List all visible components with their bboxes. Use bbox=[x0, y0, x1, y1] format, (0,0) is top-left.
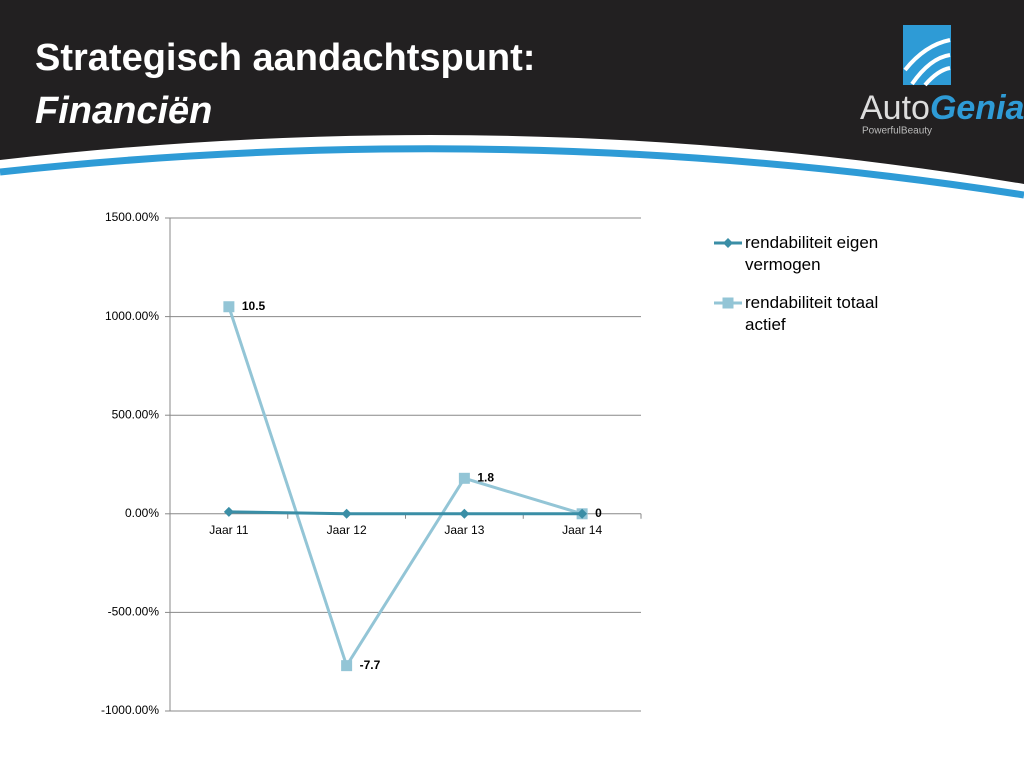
header-stripe bbox=[0, 139, 1024, 192]
y-tick-label: -1000.00% bbox=[101, 703, 159, 717]
header-band bbox=[0, 0, 1024, 184]
marker bbox=[577, 508, 588, 519]
data-label: 1.8 bbox=[477, 470, 494, 484]
logo-part: Genia bbox=[930, 89, 1024, 127]
header-stripe bbox=[0, 145, 1024, 199]
series-line bbox=[227, 306, 583, 670]
marker bbox=[341, 660, 353, 672]
legend-label: rendabiliteit totaal actief bbox=[745, 293, 879, 334]
x-tick-label: Jaar 12 bbox=[327, 523, 367, 537]
y-tick-label: 1500.00% bbox=[105, 210, 159, 224]
logo-part: Auto bbox=[860, 89, 930, 127]
y-tick-label: 0.00% bbox=[125, 506, 159, 520]
y-tick-label: 500.00% bbox=[112, 407, 160, 421]
slide-subtitle: Financiën bbox=[35, 90, 212, 132]
legend-entry: rendabiliteit eigen vermogen bbox=[712, 232, 912, 276]
slide-title: Strategisch aandachtspunt: bbox=[35, 37, 535, 79]
legend-marker bbox=[722, 297, 734, 309]
legend-key bbox=[714, 297, 742, 309]
legend: rendabiliteit eigen vermogen rendabilitei… bbox=[712, 232, 912, 352]
logo-tagline: PowerfulBeauty bbox=[862, 126, 932, 137]
data-label: -7.7 bbox=[360, 658, 381, 672]
x-tick-label: Jaar 11 bbox=[209, 523, 248, 537]
marker bbox=[341, 508, 352, 519]
logo-road bbox=[903, 38, 951, 87]
x-tick-label: Jaar 14 bbox=[562, 523, 602, 537]
y-tick-label: -500.00% bbox=[108, 605, 160, 619]
marker bbox=[223, 301, 235, 313]
logo-name: AutoGenia bbox=[860, 89, 1024, 127]
legend-label: rendabiliteit eigen vermogen bbox=[745, 233, 879, 274]
legend-marker bbox=[723, 238, 733, 248]
x-tick-label: Jaar 13 bbox=[444, 523, 484, 537]
legend-key bbox=[714, 238, 742, 248]
marker bbox=[458, 472, 470, 484]
data-label: 10.5 bbox=[242, 299, 266, 313]
y-tick-label: 1000.00% bbox=[105, 309, 159, 323]
data-label: 0 bbox=[595, 506, 602, 520]
marker bbox=[459, 508, 470, 519]
legend-entry: rendabiliteit totaal actief bbox=[712, 292, 912, 336]
series-line bbox=[228, 510, 583, 516]
marker bbox=[223, 506, 234, 517]
